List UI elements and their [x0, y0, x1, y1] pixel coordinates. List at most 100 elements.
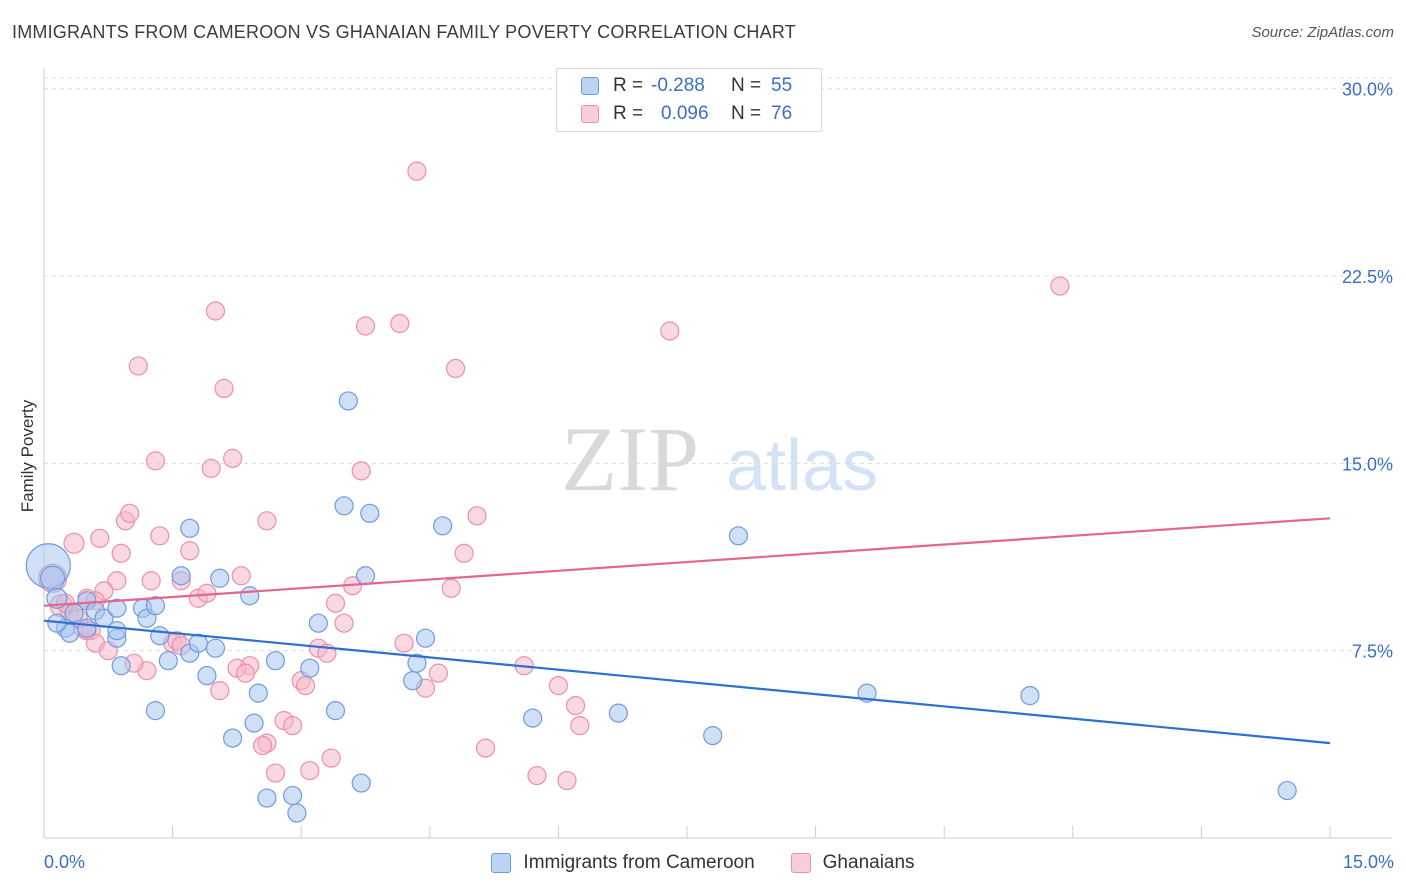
- ghanaians-point: [63, 532, 85, 554]
- cameroon-point: [355, 566, 376, 586]
- cameroon-point: [1020, 686, 1040, 706]
- cameroon-point: [257, 788, 277, 808]
- trend-lines: [43, 517, 1331, 745]
- cameroon-point: [283, 785, 303, 806]
- cameroon-points: [25, 391, 1297, 823]
- cameroon-point: [171, 566, 191, 586]
- cameroon-point: [608, 703, 629, 723]
- ghanaians-point: [300, 760, 320, 781]
- cameroon-trend-line: [43, 619, 1331, 745]
- cameroon-point: [325, 701, 346, 721]
- cameroon-point: [308, 613, 328, 633]
- ghanaians-point: [467, 506, 487, 526]
- n-label: N =: [731, 75, 762, 96]
- cameroon-point: [205, 638, 226, 658]
- cameroon-point: [244, 713, 264, 733]
- cameroon-point: [287, 803, 307, 823]
- cameroon-point: [433, 516, 453, 536]
- r-value: 0.096: [661, 103, 709, 124]
- source-label: Source: ZipAtlas.com: [1251, 24, 1394, 41]
- ghanaians-point: [557, 770, 577, 791]
- legend-swatch-pink: [790, 853, 811, 873]
- ghanaians-point: [214, 378, 234, 399]
- cameroon-point: [1277, 780, 1297, 801]
- y-tick-label: 22.5%: [1342, 267, 1393, 287]
- cameroon-point: [46, 587, 68, 609]
- ghanaians-point: [355, 316, 376, 336]
- cameroon-point: [107, 598, 127, 618]
- ghanaians-point: [454, 543, 474, 563]
- ghanaians-point: [253, 735, 273, 756]
- cameroon-point: [158, 651, 178, 671]
- ghanaians-point: [407, 161, 427, 181]
- cameroon-point: [248, 683, 268, 703]
- cameroon-point: [300, 658, 320, 678]
- legend-label-cameroon: Immigrants from Cameroon: [523, 852, 755, 873]
- ghanaians-point: [660, 321, 680, 341]
- ghanaians-point: [107, 571, 127, 591]
- ghanaians-point: [201, 458, 221, 478]
- n-value: 55: [771, 75, 793, 96]
- cameroon-point: [415, 628, 436, 648]
- cameroon-point: [360, 503, 380, 523]
- n-value: 76: [771, 103, 793, 124]
- ghanaians-point: [180, 541, 200, 561]
- watermark-zip: ZIP: [561, 408, 699, 510]
- y-tick-label: 30.0%: [1342, 80, 1393, 100]
- series-legend: Immigrants from Cameroon Ghanaians: [0, 852, 1406, 874]
- ghanaians-point: [257, 511, 277, 531]
- cameroon-point: [197, 666, 217, 686]
- chart-title: IMMIGRANTS FROM CAMEROON VS GHANAIAN FAM…: [12, 22, 796, 42]
- ghanaians-point: [570, 716, 590, 736]
- cameroon-point: [265, 651, 286, 671]
- ghanaians-point: [321, 748, 341, 768]
- ghanaians-point: [90, 528, 110, 548]
- cameroon-point: [403, 671, 423, 691]
- ghanaians-point: [334, 613, 354, 633]
- watermark: ZIP atlas: [561, 408, 878, 510]
- cameroon-point: [39, 565, 66, 591]
- ghanaians-point: [150, 526, 170, 546]
- cameroon-point: [111, 656, 131, 676]
- legend-item-cameroon: Immigrants from Cameroon: [491, 852, 755, 874]
- ghanaians-point: [441, 578, 461, 598]
- ghanaians-point: [210, 681, 230, 701]
- cameroon-point: [407, 653, 427, 673]
- ghanaians-point: [145, 451, 166, 471]
- r-label: R =: [613, 75, 644, 96]
- ghanaians-point: [223, 448, 243, 468]
- watermark-atlas: atlas: [726, 426, 878, 506]
- cameroon-point: [77, 618, 97, 638]
- cameroon-point: [703, 725, 723, 746]
- legend-swatch-pink: [581, 105, 599, 123]
- ghanaians-point: [120, 503, 140, 523]
- y-tick-labels: 7.5% 15.0% 22.5% 30.0%: [1342, 80, 1393, 662]
- ghanaians-point: [205, 301, 226, 321]
- cameroon-point: [145, 596, 166, 616]
- ghanaians-point: [325, 593, 346, 613]
- r-label: R =: [613, 103, 644, 124]
- cameroon-point: [351, 773, 371, 793]
- ghanaians-point: [128, 356, 148, 376]
- ghanaians-point: [565, 696, 586, 716]
- ghanaians-point: [548, 676, 569, 696]
- ghanaians-point: [351, 461, 371, 481]
- ghanaians-point: [283, 716, 303, 736]
- ghanaians-point: [475, 738, 496, 758]
- cameroon-point: [334, 496, 354, 516]
- ghanaians-point: [445, 358, 466, 379]
- ghanaians-point: [235, 663, 256, 683]
- cameroon-point: [240, 586, 260, 606]
- cameroon-point: [338, 391, 358, 411]
- ghanaians-point: [295, 676, 316, 696]
- n-label: N =: [731, 103, 762, 124]
- legend-row-cameroon: R = -0.288 N = 55: [581, 74, 792, 98]
- ghanaians-point: [1050, 276, 1070, 296]
- cameroon-point: [180, 518, 200, 538]
- legend-item-ghanaians: Ghanaians: [790, 852, 915, 874]
- ghanaians-point: [141, 571, 161, 591]
- ghanaians-point: [390, 313, 410, 334]
- legend-row-ghanaians: R = 0.096 N = 76: [581, 102, 792, 126]
- cameroon-point: [223, 728, 243, 748]
